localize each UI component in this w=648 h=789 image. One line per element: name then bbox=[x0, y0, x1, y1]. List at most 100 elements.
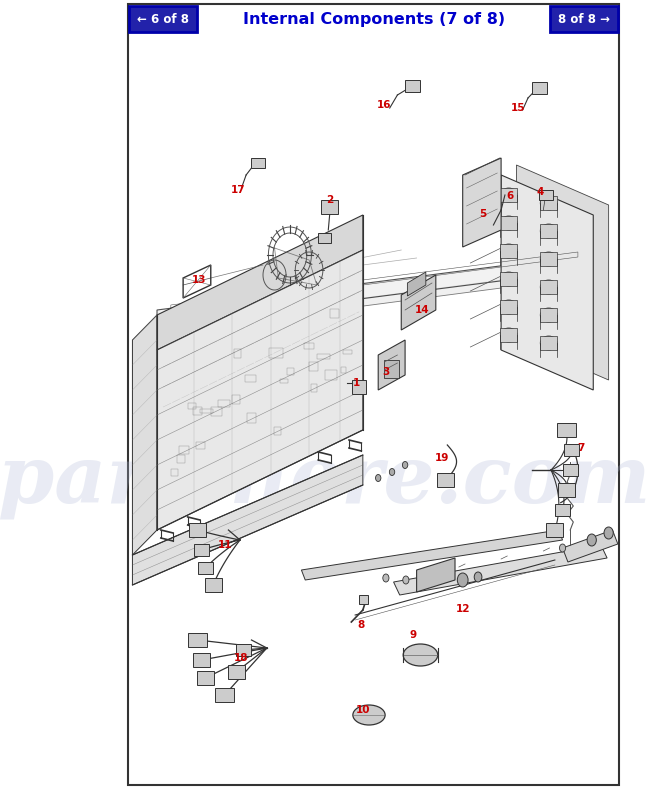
Ellipse shape bbox=[500, 300, 517, 314]
Circle shape bbox=[383, 574, 389, 582]
Bar bbox=[318, 353, 330, 358]
Circle shape bbox=[389, 469, 395, 476]
Bar bbox=[236, 644, 251, 656]
Bar bbox=[500, 244, 517, 258]
Polygon shape bbox=[132, 455, 363, 585]
Text: 6: 6 bbox=[507, 191, 514, 201]
Bar bbox=[274, 427, 281, 435]
Bar bbox=[555, 504, 570, 516]
Bar bbox=[538, 189, 553, 200]
Bar bbox=[205, 578, 222, 592]
Bar bbox=[200, 409, 213, 413]
Bar bbox=[564, 444, 579, 456]
Bar bbox=[562, 464, 578, 476]
Bar bbox=[532, 82, 547, 94]
Bar bbox=[211, 406, 222, 416]
Text: 19: 19 bbox=[435, 453, 449, 463]
Polygon shape bbox=[378, 340, 405, 390]
Bar bbox=[311, 383, 317, 391]
Ellipse shape bbox=[500, 272, 517, 286]
Text: 9: 9 bbox=[410, 630, 417, 640]
Bar bbox=[231, 394, 240, 404]
Polygon shape bbox=[463, 158, 501, 247]
Polygon shape bbox=[301, 530, 562, 580]
Bar bbox=[540, 280, 557, 294]
Ellipse shape bbox=[403, 644, 438, 666]
Ellipse shape bbox=[500, 244, 517, 258]
Bar bbox=[193, 653, 210, 667]
Ellipse shape bbox=[540, 336, 557, 350]
Polygon shape bbox=[562, 530, 618, 562]
Ellipse shape bbox=[500, 216, 517, 230]
Bar bbox=[330, 309, 340, 318]
Bar bbox=[304, 343, 314, 349]
Bar bbox=[557, 423, 575, 437]
Polygon shape bbox=[132, 315, 157, 555]
Polygon shape bbox=[408, 272, 426, 296]
Polygon shape bbox=[157, 255, 586, 325]
Circle shape bbox=[376, 474, 381, 481]
Bar bbox=[325, 370, 336, 380]
Ellipse shape bbox=[540, 280, 557, 294]
Polygon shape bbox=[417, 558, 455, 592]
Bar bbox=[352, 380, 366, 394]
Polygon shape bbox=[157, 272, 562, 333]
Text: 11: 11 bbox=[217, 540, 232, 550]
Bar bbox=[193, 406, 202, 415]
Text: 14: 14 bbox=[415, 305, 429, 315]
Bar bbox=[384, 360, 399, 378]
Circle shape bbox=[559, 544, 566, 552]
Bar bbox=[558, 484, 575, 496]
Bar bbox=[198, 562, 213, 574]
Bar bbox=[309, 362, 318, 371]
Bar bbox=[196, 442, 205, 449]
Ellipse shape bbox=[540, 224, 557, 238]
Bar bbox=[437, 473, 454, 487]
Circle shape bbox=[457, 573, 468, 587]
Bar bbox=[500, 188, 517, 202]
Text: 8 of 8 →: 8 of 8 → bbox=[558, 13, 610, 25]
Bar bbox=[540, 252, 557, 266]
Text: 5: 5 bbox=[479, 209, 486, 219]
Bar bbox=[270, 348, 283, 357]
Bar bbox=[550, 6, 618, 32]
Ellipse shape bbox=[500, 328, 517, 342]
Bar bbox=[540, 196, 557, 210]
Text: 15: 15 bbox=[511, 103, 526, 113]
Ellipse shape bbox=[500, 188, 517, 202]
Bar bbox=[194, 544, 209, 556]
Bar bbox=[341, 367, 345, 372]
Text: partshere.com: partshere.com bbox=[0, 441, 648, 518]
Bar bbox=[248, 413, 256, 423]
Bar bbox=[546, 523, 563, 537]
Polygon shape bbox=[393, 545, 607, 595]
Text: 8: 8 bbox=[357, 620, 364, 630]
Bar bbox=[500, 300, 517, 314]
Polygon shape bbox=[501, 175, 594, 390]
Bar bbox=[179, 446, 189, 454]
Bar bbox=[130, 6, 197, 32]
Circle shape bbox=[403, 576, 409, 584]
Bar bbox=[500, 328, 517, 342]
Bar bbox=[318, 234, 330, 243]
Polygon shape bbox=[516, 165, 608, 380]
Bar bbox=[321, 200, 338, 214]
Circle shape bbox=[402, 462, 408, 469]
Bar bbox=[343, 350, 352, 354]
Bar bbox=[171, 469, 178, 477]
Text: Internal Components (7 of 8): Internal Components (7 of 8) bbox=[242, 12, 505, 27]
Text: 16: 16 bbox=[376, 100, 391, 110]
Bar bbox=[251, 158, 264, 168]
Bar bbox=[215, 688, 234, 702]
Bar bbox=[500, 216, 517, 230]
Polygon shape bbox=[401, 275, 436, 330]
Bar bbox=[359, 595, 368, 604]
Text: 4: 4 bbox=[537, 187, 544, 197]
Text: 17: 17 bbox=[231, 185, 246, 195]
Bar bbox=[540, 308, 557, 322]
Bar bbox=[227, 665, 244, 679]
Circle shape bbox=[604, 527, 613, 539]
Text: 13: 13 bbox=[192, 275, 207, 285]
Bar bbox=[177, 455, 185, 463]
Text: 3: 3 bbox=[382, 367, 389, 377]
